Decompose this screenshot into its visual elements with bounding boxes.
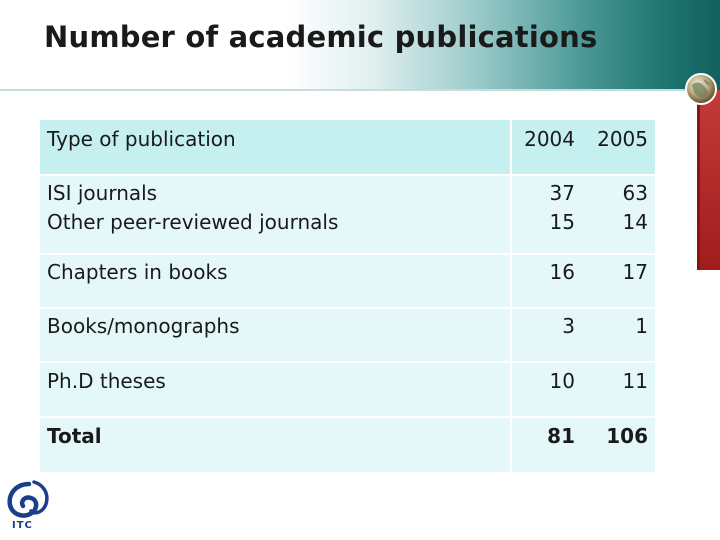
column-header-2004: 2004	[524, 127, 575, 151]
cell-chapters-2005: 17	[622, 260, 648, 284]
cell-books-2005: 1	[635, 314, 648, 338]
table-row	[40, 309, 655, 361]
table-row	[40, 176, 655, 253]
table-row	[40, 418, 655, 472]
cell-phd-2005: 11	[622, 369, 648, 393]
row-divider	[40, 174, 655, 176]
row-label-phd: Ph.D theses	[47, 369, 166, 393]
cell-isi-2004: 37	[549, 181, 575, 205]
row-label-total: Total	[47, 424, 102, 448]
cell-total-2005: 106	[606, 424, 648, 448]
cell-chapters-2004: 16	[549, 260, 575, 284]
cell-total-2004: 81	[547, 424, 575, 448]
column-divider	[510, 120, 512, 472]
row-divider	[40, 307, 655, 309]
column-header-2005: 2005	[597, 127, 648, 151]
row-label-isi-journals: ISI journals	[47, 181, 158, 205]
row-divider	[40, 416, 655, 418]
cell-isi-2005: 63	[622, 181, 648, 205]
itc-logo-text: ITC	[12, 520, 33, 531]
row-divider	[40, 253, 655, 255]
row-label-chapters: Chapters in books	[47, 260, 228, 284]
cell-phd-2004: 10	[549, 369, 575, 393]
table-header-row	[40, 120, 655, 174]
cell-books-2004: 3	[562, 314, 575, 338]
side-accent-highlight	[700, 90, 720, 270]
page-title: Number of academic publications	[44, 20, 598, 54]
itc-logo-icon	[7, 480, 49, 518]
globe-icon	[685, 73, 717, 105]
title-divider	[0, 89, 700, 91]
table-row	[40, 363, 655, 416]
publications-table: Type of publication 2004 2005 ISI journa…	[40, 120, 655, 472]
cell-peer-2005: 14	[622, 210, 648, 234]
column-header-type: Type of publication	[47, 127, 236, 151]
table-row	[40, 255, 655, 307]
row-label-books: Books/monographs	[47, 314, 240, 338]
title-bar	[0, 0, 720, 90]
cell-peer-2004: 15	[549, 210, 575, 234]
row-divider	[40, 361, 655, 363]
row-label-other-peer-reviewed: Other peer-reviewed journals	[47, 210, 339, 234]
